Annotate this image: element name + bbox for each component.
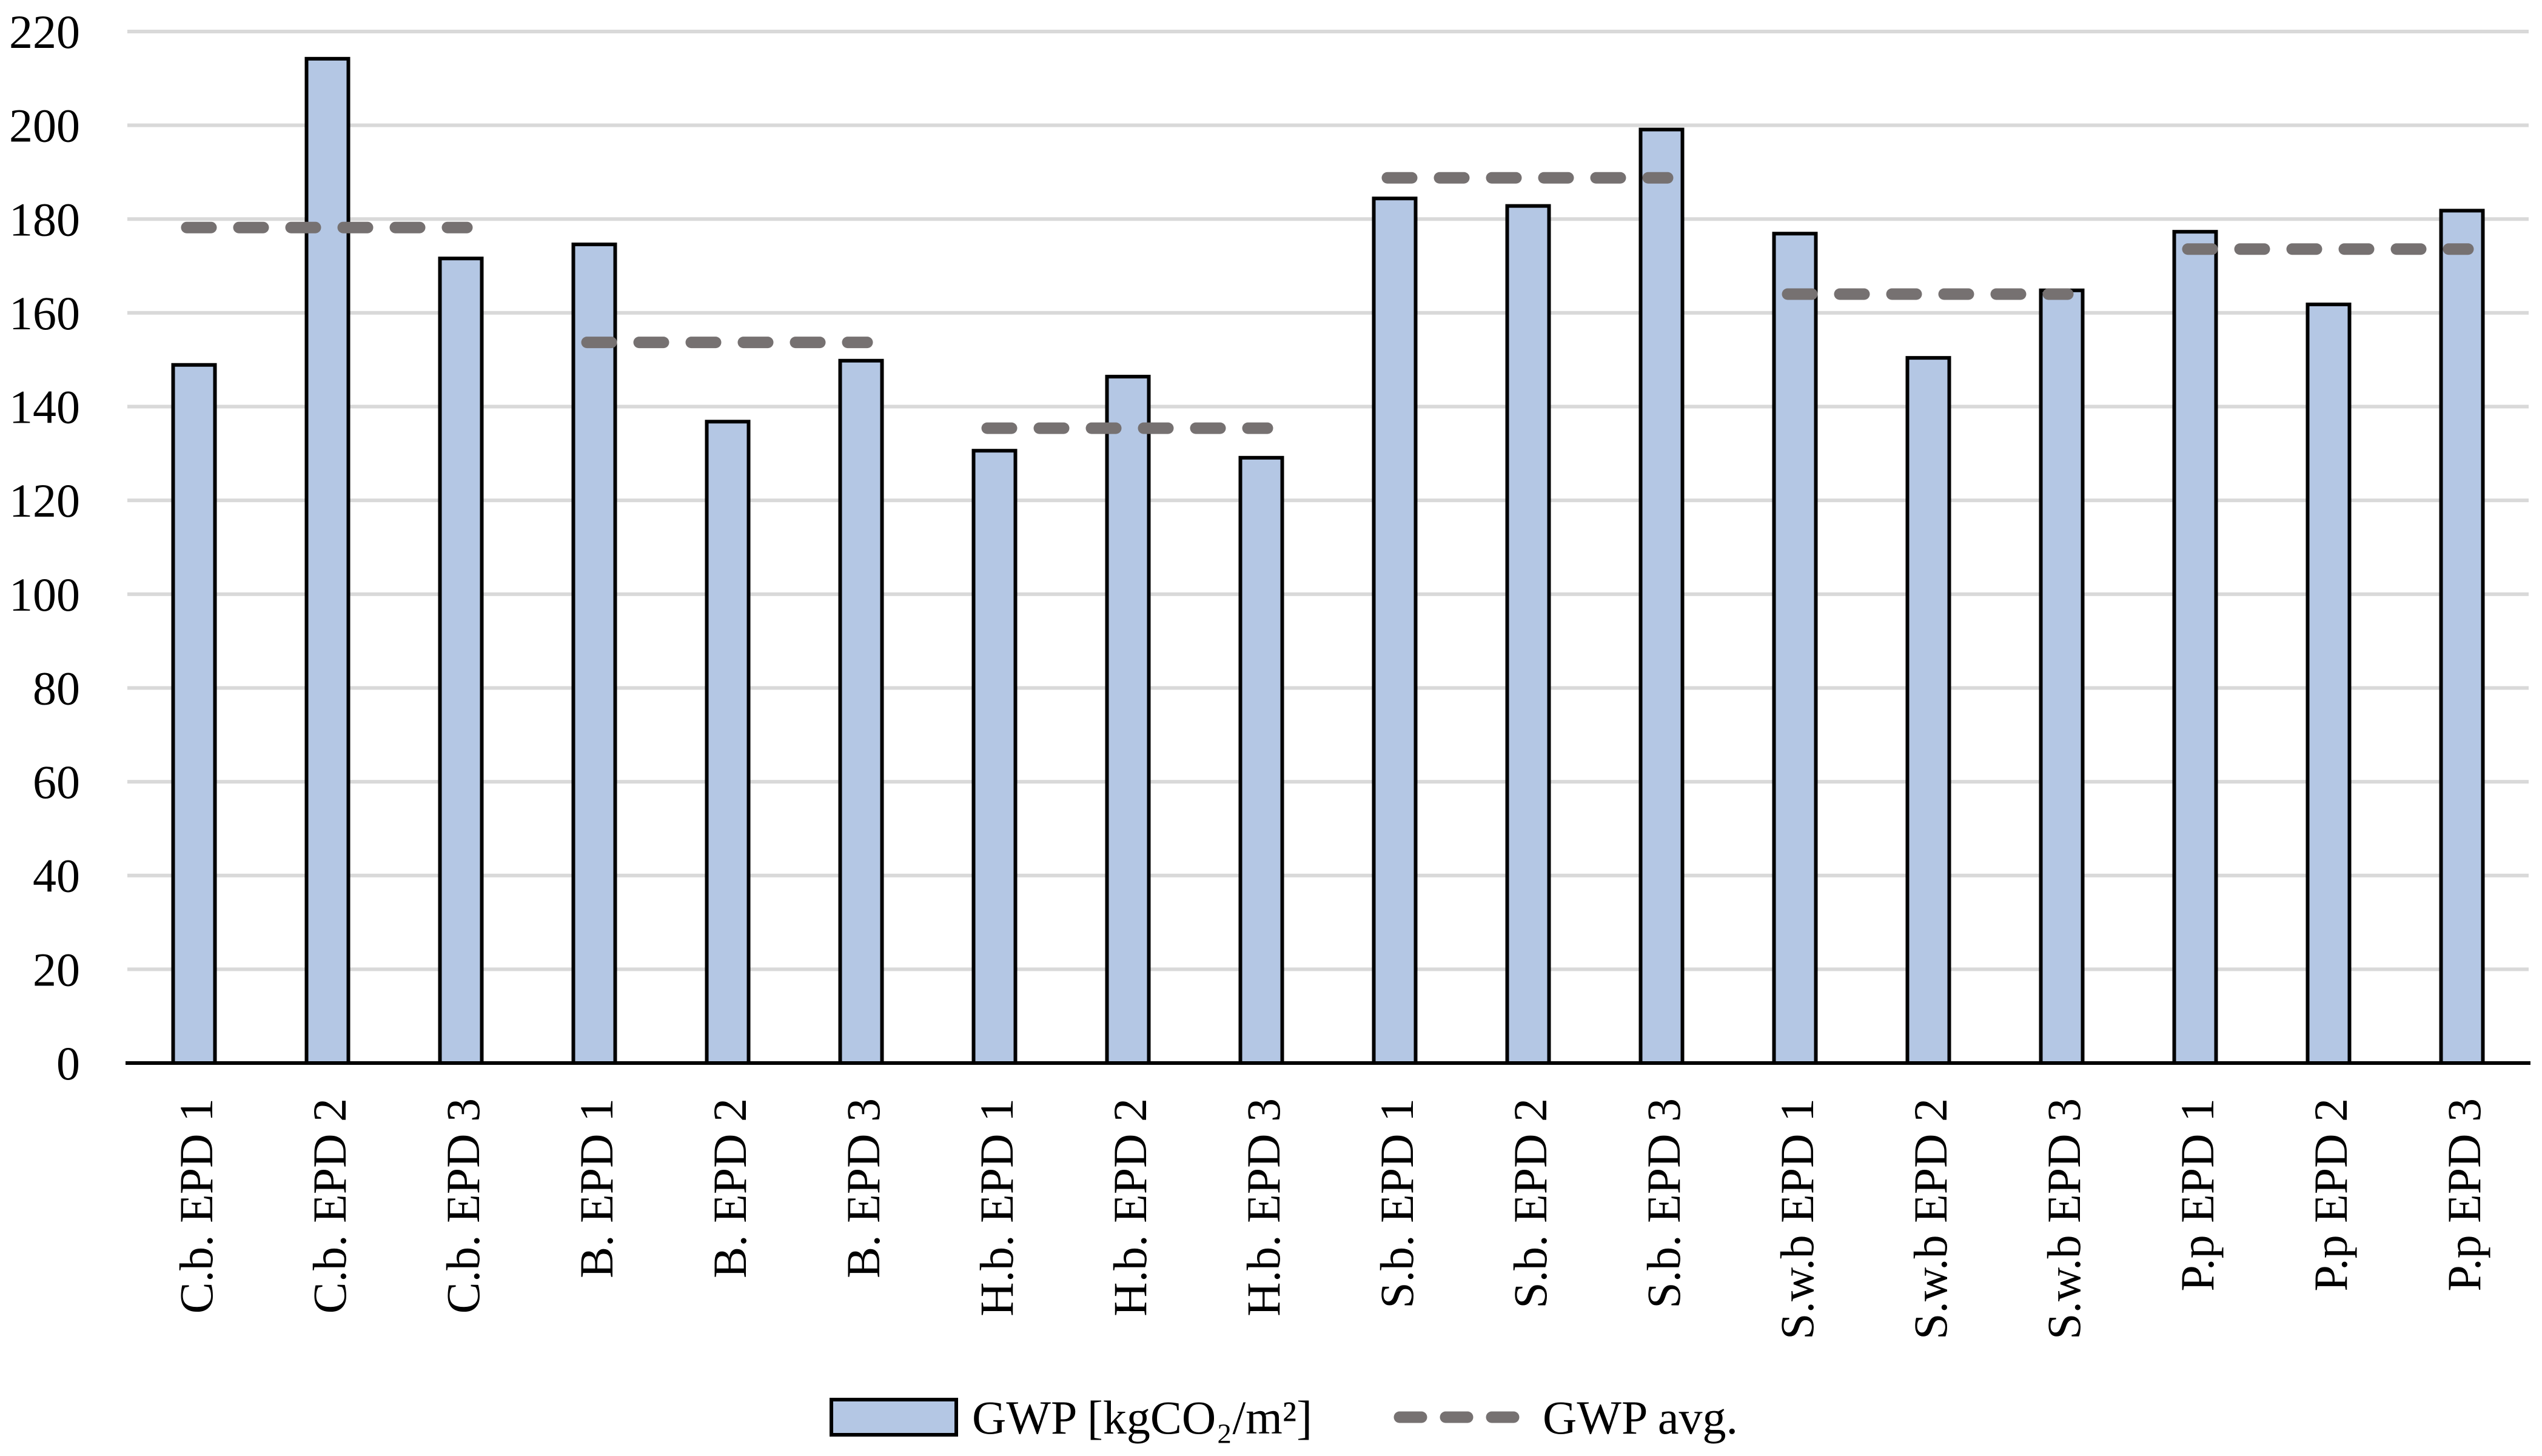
bar-s-b-epd-1 — [1372, 196, 1418, 1065]
x-tick-label-s-b-epd-2: S.b. EPD 2 — [1504, 1098, 1557, 1309]
y-tick-label-20: 20 — [33, 943, 80, 996]
x-tick-label-p-p-epd-2: P.p EPD 2 — [2304, 1098, 2357, 1292]
bar-h-b-epd-1 — [971, 449, 1018, 1065]
x-tick-label-s-w-b-epd-2: S.w.b EPD 2 — [1904, 1098, 1957, 1340]
bar-c-b-epd-3 — [438, 257, 484, 1065]
bar-b-epd-3 — [838, 358, 884, 1065]
x-tick-label-s-w-b-epd-3: S.w.b EPD 3 — [2037, 1098, 2090, 1340]
bar-c-b-epd-2 — [304, 56, 350, 1065]
y-tick-label-0: 0 — [56, 1037, 80, 1090]
bar-s-w-b-epd-3 — [2039, 288, 2085, 1065]
bar-p-p-epd-3 — [2439, 209, 2485, 1065]
legend-avg-series-label: GWP avg. — [1543, 1391, 1739, 1444]
y-tick-label-140: 140 — [9, 381, 80, 434]
y-tick-label-60: 60 — [33, 756, 80, 808]
y-tick-label-120: 120 — [9, 474, 80, 527]
y-tick-label-200: 200 — [9, 99, 80, 152]
x-tick-label-s-b-epd-1: S.b. EPD 1 — [1370, 1098, 1423, 1309]
bar-s-b-epd-3 — [1638, 127, 1685, 1065]
bar-h-b-epd-2 — [1105, 375, 1151, 1065]
x-tick-label-h-b-epd-1: H.b. EPD 1 — [970, 1098, 1023, 1317]
bar-h-b-epd-3 — [1238, 455, 1284, 1065]
bar-s-w-b-epd-1 — [1772, 232, 1818, 1065]
x-tick-label-p-p-epd-3: P.p EPD 3 — [2438, 1098, 2490, 1292]
x-tick-label-s-w-b-epd-1: S.w.b EPD 1 — [1771, 1098, 1823, 1340]
legend-bar-series-label: GWP [kgCO₂/m²] — [972, 1391, 1313, 1444]
legend-bar-swatch — [830, 1398, 958, 1437]
y-tick-label-80: 80 — [33, 662, 80, 714]
bar-s-b-epd-2 — [1505, 204, 1551, 1065]
y-tick-label-220: 220 — [9, 5, 80, 58]
x-tick-label-b-epd-3: B. EPD 3 — [837, 1098, 890, 1278]
legend-avg-dash-icon — [1393, 1411, 1520, 1423]
x-tick-label-p-p-epd-1: P.p EPD 1 — [2171, 1098, 2224, 1292]
x-tick-label-c-b-epd-3: C.b. EPD 3 — [437, 1098, 489, 1313]
x-tick-label-h-b-epd-2: H.b. EPD 2 — [1104, 1098, 1156, 1317]
bar-p-p-epd-2 — [2306, 302, 2352, 1065]
bar-b-epd-2 — [705, 420, 751, 1065]
y-tick-label-40: 40 — [33, 850, 80, 902]
bar-c-b-epd-1 — [171, 363, 217, 1065]
y-tick-label-160: 160 — [9, 287, 80, 340]
y-tick-label-180: 180 — [9, 193, 80, 246]
x-tick-label-h-b-epd-3: H.b. EPD 3 — [1237, 1098, 1290, 1317]
y-tick-label-100: 100 — [9, 568, 80, 621]
x-tick-label-b-epd-1: B. EPD 1 — [570, 1098, 623, 1278]
bar-b-epd-1 — [571, 243, 617, 1065]
x-tick-label-s-b-epd-3: S.b. EPD 3 — [1637, 1098, 1690, 1309]
bar-s-w-b-epd-2 — [1905, 356, 1951, 1065]
x-tick-label-b-epd-2: B. EPD 2 — [703, 1098, 756, 1278]
bar-p-p-epd-1 — [2172, 230, 2218, 1065]
x-tick-label-c-b-epd-1: C.b. EPD 1 — [170, 1098, 223, 1313]
x-tick-label-c-b-epd-2: C.b. EPD 2 — [303, 1098, 356, 1313]
